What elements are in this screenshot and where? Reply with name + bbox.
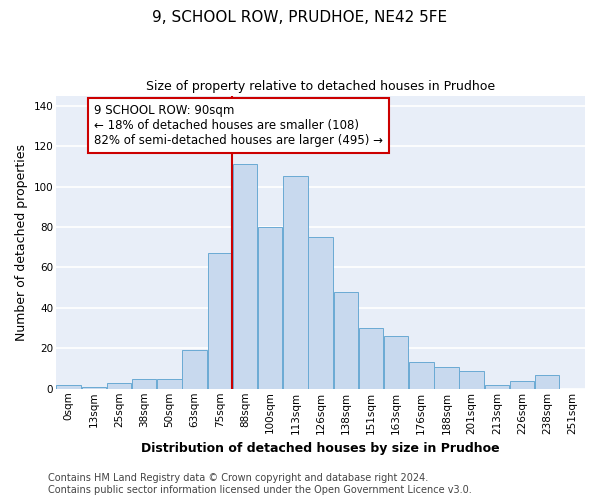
Bar — [157, 378, 182, 389]
Bar — [485, 384, 509, 389]
Bar — [308, 237, 333, 389]
Bar — [132, 378, 157, 389]
Bar — [82, 386, 106, 389]
Title: Size of property relative to detached houses in Prudhoe: Size of property relative to detached ho… — [146, 80, 495, 93]
Bar — [258, 227, 283, 389]
Bar — [233, 164, 257, 389]
Bar — [283, 176, 308, 389]
Bar — [409, 362, 434, 389]
Bar — [182, 350, 207, 389]
Bar — [460, 370, 484, 389]
Bar — [208, 254, 232, 389]
Bar — [334, 292, 358, 389]
Bar — [56, 384, 81, 389]
Bar — [359, 328, 383, 389]
Bar — [535, 374, 559, 389]
Bar — [107, 382, 131, 389]
Bar — [434, 366, 458, 389]
Bar — [510, 380, 534, 389]
Text: Contains HM Land Registry data © Crown copyright and database right 2024.
Contai: Contains HM Land Registry data © Crown c… — [48, 474, 472, 495]
Text: 9, SCHOOL ROW, PRUDHOE, NE42 5FE: 9, SCHOOL ROW, PRUDHOE, NE42 5FE — [152, 10, 448, 25]
Text: 9 SCHOOL ROW: 90sqm
← 18% of detached houses are smaller (108)
82% of semi-detac: 9 SCHOOL ROW: 90sqm ← 18% of detached ho… — [94, 104, 383, 146]
Y-axis label: Number of detached properties: Number of detached properties — [15, 144, 28, 340]
X-axis label: Distribution of detached houses by size in Prudhoe: Distribution of detached houses by size … — [141, 442, 500, 455]
Bar — [384, 336, 409, 389]
